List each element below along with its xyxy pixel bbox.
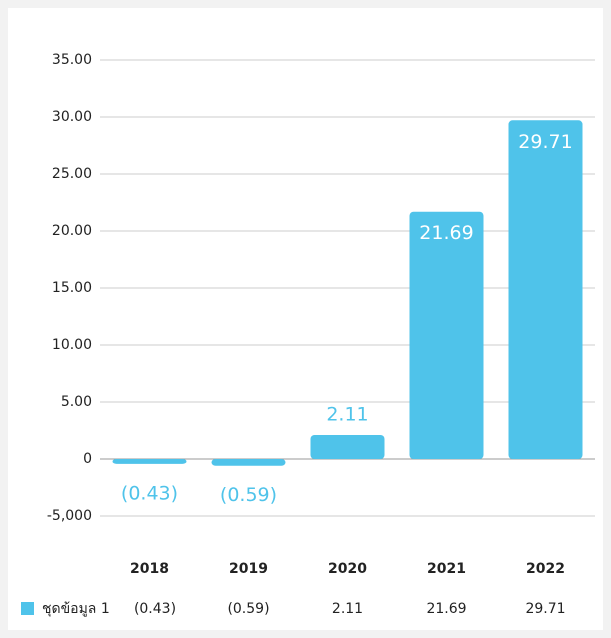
- bar: [211, 459, 286, 466]
- x-tick-label: 2018: [130, 561, 169, 577]
- table-value: (0.59): [227, 601, 269, 617]
- value-label: (0.43): [121, 482, 178, 504]
- y-tick-label: 0: [83, 451, 92, 467]
- bar: [310, 434, 385, 459]
- x-tick-label: 2021: [427, 561, 466, 577]
- value-label: (0.59): [220, 484, 277, 506]
- table-value: 2.11: [332, 601, 363, 617]
- y-tick-label: 25.00: [52, 166, 92, 182]
- y-tick-label: 35.00: [52, 52, 92, 68]
- value-label: 2.11: [326, 403, 368, 425]
- x-tick-label: 2019: [229, 561, 268, 577]
- panel: [8, 8, 603, 630]
- y-tick-label: 5.00: [61, 394, 92, 410]
- bar: [508, 120, 583, 459]
- y-tick-label: -5,000: [47, 508, 92, 524]
- y-tick-label: 20.00: [52, 223, 92, 239]
- table-value: 29.71: [525, 601, 565, 617]
- x-tick-label: 2022: [526, 561, 565, 577]
- y-tick-label: 15.00: [52, 280, 92, 296]
- value-label: 29.71: [518, 131, 572, 153]
- bar: [409, 211, 484, 459]
- value-label: 21.69: [419, 222, 473, 244]
- table-value: 21.69: [426, 601, 466, 617]
- x-tick-label: 2020: [328, 561, 367, 577]
- legend-label: ชุดข้อมูล 1: [42, 601, 110, 617]
- legend-swatch: [21, 602, 34, 615]
- bar: [112, 459, 187, 464]
- y-tick-label: 10.00: [52, 337, 92, 353]
- y-tick-label: 30.00: [52, 109, 92, 125]
- table-value: (0.43): [134, 601, 176, 617]
